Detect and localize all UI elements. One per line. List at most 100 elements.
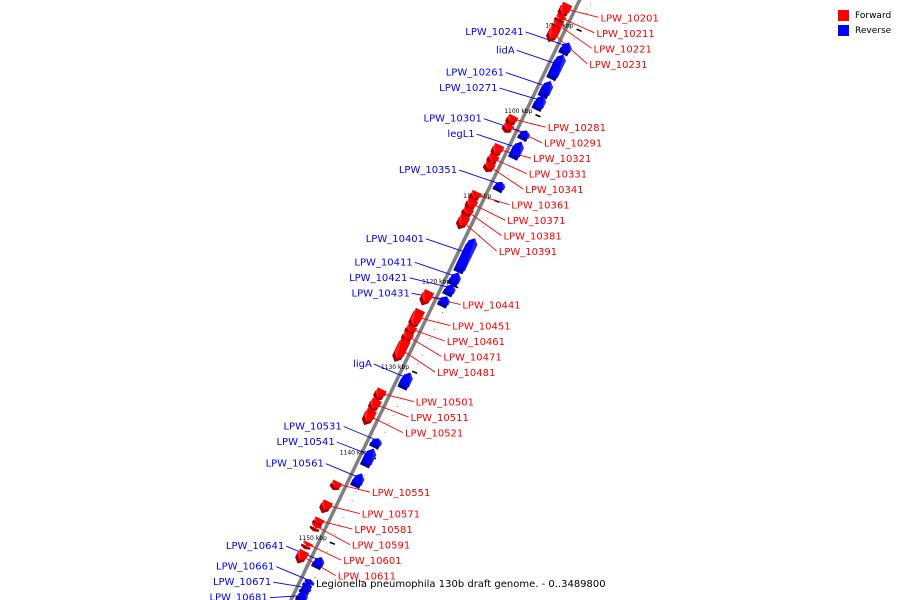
reverse-gene-label: LPW_10271 <box>439 83 497 94</box>
forward-gene-label: LPW_10481 <box>437 368 495 379</box>
reverse-gene-label: LPW_10241 <box>465 27 523 38</box>
forward-gene-label: LPW_10521 <box>405 429 463 440</box>
gene-arrow-highlight <box>314 516 318 524</box>
gene-arrow-side <box>329 482 340 491</box>
tick-label: 1140 kbp <box>340 450 368 457</box>
gene-arrow <box>294 592 308 600</box>
gene-arrow-face <box>313 557 325 568</box>
gene-arrow <box>482 160 496 173</box>
gene-arrow-highlight <box>410 307 416 326</box>
gene-arrow-highlight <box>471 189 475 198</box>
gene-arrow-highlight <box>458 213 462 227</box>
gene-arrow <box>546 24 562 43</box>
gene-arrow-highlight <box>304 592 308 600</box>
gene-arrow-face <box>444 284 456 295</box>
forward-gene-label: LPW_10371 <box>507 216 565 227</box>
forward-leader-line <box>460 219 498 252</box>
gene-arrow-highlight <box>548 24 553 39</box>
gene-arrow <box>298 585 312 596</box>
reverse-gene-label: LPW_10301 <box>424 114 482 125</box>
forward-gene-label: LPW_10221 <box>594 44 652 55</box>
genome-axis <box>289 0 582 600</box>
gene-layer <box>294 1 573 600</box>
forward-gene-label: LPW_10471 <box>443 353 501 364</box>
legend-item-forward: Forward <box>838 8 891 23</box>
gene-arrow <box>492 181 506 194</box>
gene-arrow-highlight <box>310 579 315 586</box>
forward-gene-label: LPW_10361 <box>511 201 569 212</box>
gene-arrow <box>436 296 451 309</box>
forward-gene-label: LPW_10551 <box>372 488 430 499</box>
reverse-gene-label: LPW_10561 <box>266 459 324 470</box>
genome-caption: Legionella pneumophila 130b draft genome… <box>316 579 606 590</box>
gene-arrow-highlight <box>548 80 554 96</box>
forward-leader-line <box>555 22 592 49</box>
forward-gene-label: LPW_10591 <box>352 541 410 552</box>
gene-arrow-highlight <box>331 479 336 487</box>
major-tick <box>535 114 541 118</box>
forward-gene-label: LPW_10231 <box>589 60 647 71</box>
gene-arrow-side <box>309 525 320 532</box>
reverse-gene-label: LPW_10671 <box>213 577 271 588</box>
gene-arrow-highlight <box>526 130 530 139</box>
gene-arrow <box>516 130 530 142</box>
gene-arrow <box>501 122 515 133</box>
forward-gene-label: LPW_10511 <box>411 413 469 424</box>
gene-arrow-highlight <box>371 448 377 466</box>
reverse-leader-line <box>409 277 454 289</box>
forward-gene-label: LPW_10611 <box>338 572 396 583</box>
gene-arrow-highlight <box>364 407 368 422</box>
gene-arrow-face <box>375 387 387 399</box>
gene-arrow-highlight <box>452 284 456 295</box>
gene-arrow-highlight <box>569 42 572 54</box>
tick-label: 1120 kbp <box>422 279 450 286</box>
forward-gene-label: LPW_10461 <box>447 337 505 348</box>
gene-arrow <box>392 337 411 362</box>
gene-arrow-highlight <box>408 372 413 388</box>
gene-arrow-face <box>303 540 314 547</box>
gene-label-layer: LPW_10241 lidA LPW_10261 LPW_10271 LPW_10301… <box>209 13 658 600</box>
gene-arrow-highlight <box>361 473 365 486</box>
gene-arrow-face <box>449 272 461 285</box>
gene-arrow <box>408 307 425 329</box>
gene-arrow-highlight <box>502 181 506 191</box>
gene-arrow-highlight <box>311 522 316 528</box>
gene-arrow <box>453 238 478 275</box>
gene-arrow-highlight <box>370 397 373 410</box>
reverse-gene-label: LPW_10531 <box>283 421 341 432</box>
gene-arrow-highlight <box>303 540 307 546</box>
gene-arrow-highlight <box>492 142 496 155</box>
gene-arrow <box>507 141 524 161</box>
gene-arrow-highlight <box>559 1 564 16</box>
legend-swatch-forward <box>838 10 849 21</box>
gene-arrow-face <box>370 397 382 410</box>
gene-arrow-highlight <box>321 557 325 568</box>
legend-label-forward: Forward <box>855 10 892 21</box>
forward-gene-label: LPW_10391 <box>499 247 557 258</box>
gene-arrow-highlight <box>458 272 461 285</box>
gene-arrow-highlight <box>394 337 402 359</box>
forward-leader-line <box>487 164 524 190</box>
forward-gene-label: LPW_10441 <box>462 301 520 312</box>
gene-arrow-highlight <box>421 289 426 303</box>
reverse-gene-label: LPW_10351 <box>399 165 457 176</box>
gene-arrow-highlight <box>553 19 558 27</box>
forward-leader-line <box>465 209 502 237</box>
gene-arrow-face <box>492 142 505 155</box>
gene-arrow-highlight <box>557 54 566 79</box>
gene-arrow-face <box>455 238 478 272</box>
reverse-gene-label: ligA <box>353 359 372 370</box>
gene-arrow-face <box>560 42 572 54</box>
gene-arrow-highlight <box>519 141 524 158</box>
gene-arrow-face <box>311 522 322 529</box>
forward-gene-label: LPW_10281 <box>548 123 606 134</box>
forward-gene-label: LPW_10211 <box>596 29 654 40</box>
gene-arrow-face <box>297 548 310 561</box>
gene-arrow-highlight <box>463 206 467 215</box>
reverse-gene-label: LPW_10421 <box>349 273 407 284</box>
reverse-gene-label: LPW_10661 <box>216 562 274 573</box>
gene-arrow-highlight <box>507 113 511 123</box>
reverse-leader-line <box>414 261 459 278</box>
gene-arrow-face <box>548 54 566 79</box>
